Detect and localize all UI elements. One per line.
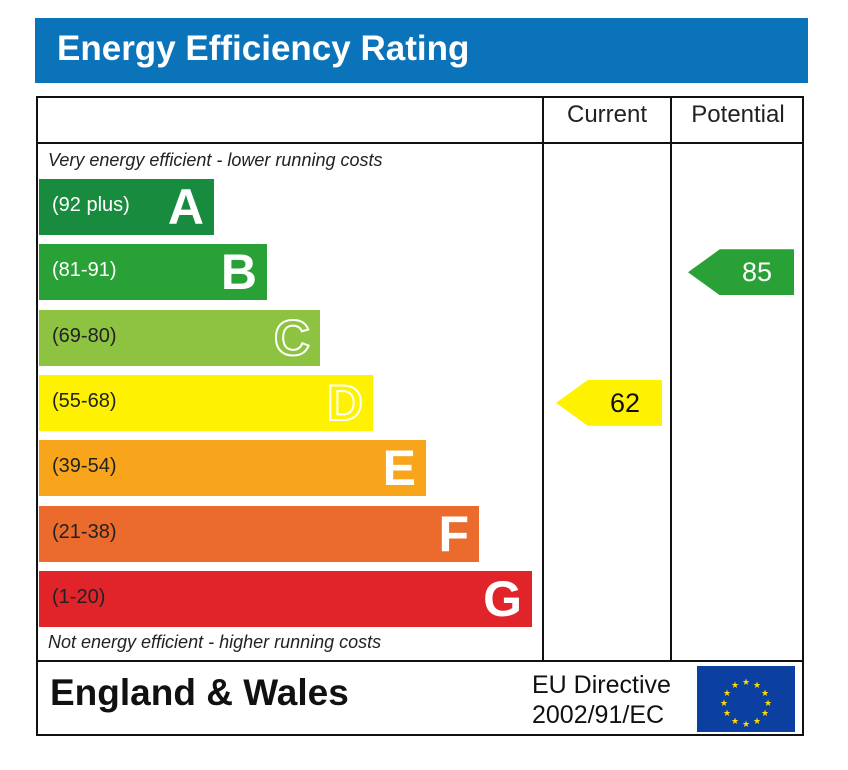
current-rating-arrow: 62: [556, 379, 662, 426]
eu-flag-icon: ★ ★ ★ ★ ★ ★ ★ ★ ★ ★ ★ ★: [697, 666, 795, 732]
band-range-label: (21-38): [52, 520, 117, 543]
svg-text:★: ★: [764, 699, 772, 709]
band-e: (39-54) E: [39, 440, 426, 497]
band-g: (1-20) G: [39, 570, 532, 627]
svg-text:★: ★: [720, 699, 728, 709]
band-letter: G: [483, 570, 522, 627]
band-range-label: (39-54): [52, 455, 117, 478]
svg-text:★: ★: [753, 717, 761, 727]
header-divider: [36, 142, 804, 144]
band-letter: C: [273, 309, 311, 367]
svg-text:★: ★: [723, 689, 731, 699]
column-divider-current: [542, 96, 544, 662]
svg-text:★: ★: [742, 678, 750, 688]
band-letter: A: [167, 179, 204, 235]
svg-text:★: ★: [761, 689, 769, 699]
potential-rating-value: 85: [741, 257, 773, 288]
band-d: (55-68) D: [39, 374, 373, 432]
band-range-label: (1-20): [52, 585, 106, 608]
caption-very-efficient: Very energy efficient - lower running co…: [48, 150, 383, 170]
current-rating-value: 62: [609, 387, 641, 418]
potential-column-header: Potential: [691, 101, 785, 128]
band-b: (81-91) B: [39, 244, 267, 301]
caption-not-efficient: Not energy efficient - higher running co…: [48, 632, 382, 652]
footer-divider: [36, 660, 804, 662]
svg-text:★: ★: [731, 717, 739, 727]
svg-text:★: ★: [753, 681, 761, 691]
svg-text:★: ★: [742, 720, 750, 730]
eu-directive-line2: 2002/91/EC: [532, 701, 665, 729]
band-c: (69-80) C: [39, 309, 320, 367]
current-column-header: Current: [566, 101, 648, 128]
region-label: England & Wales: [50, 672, 349, 713]
svg-text:★: ★: [731, 681, 739, 691]
band-letter: F: [438, 505, 469, 562]
chart-title: Energy Efficiency Rating: [57, 29, 470, 68]
eu-directive-line1: EU Directive: [532, 671, 671, 699]
title-bar: Energy Efficiency Rating: [35, 18, 808, 83]
band-range-label: (81-91): [52, 259, 117, 282]
band-range-label: (55-68): [52, 389, 117, 412]
band-range-label: (69-80): [52, 324, 117, 347]
band-letter: B: [220, 244, 257, 301]
eu-directive: EU Directive 2002/91/EC: [532, 670, 671, 730]
rating-frame: [36, 96, 804, 736]
band-f: (21-38) F: [39, 505, 479, 562]
eu-stars-icon: ★ ★★ ★★★ ★★★ ★★★: [720, 678, 772, 730]
band-a: (92 plus) A: [39, 179, 214, 235]
svg-text:★: ★: [761, 709, 769, 719]
column-divider-potential: [670, 96, 672, 662]
band-letter: E: [382, 440, 416, 497]
svg-text:★: ★: [723, 709, 731, 719]
band-letter: D: [326, 374, 364, 432]
band-range-label: (92 plus): [52, 194, 130, 216]
